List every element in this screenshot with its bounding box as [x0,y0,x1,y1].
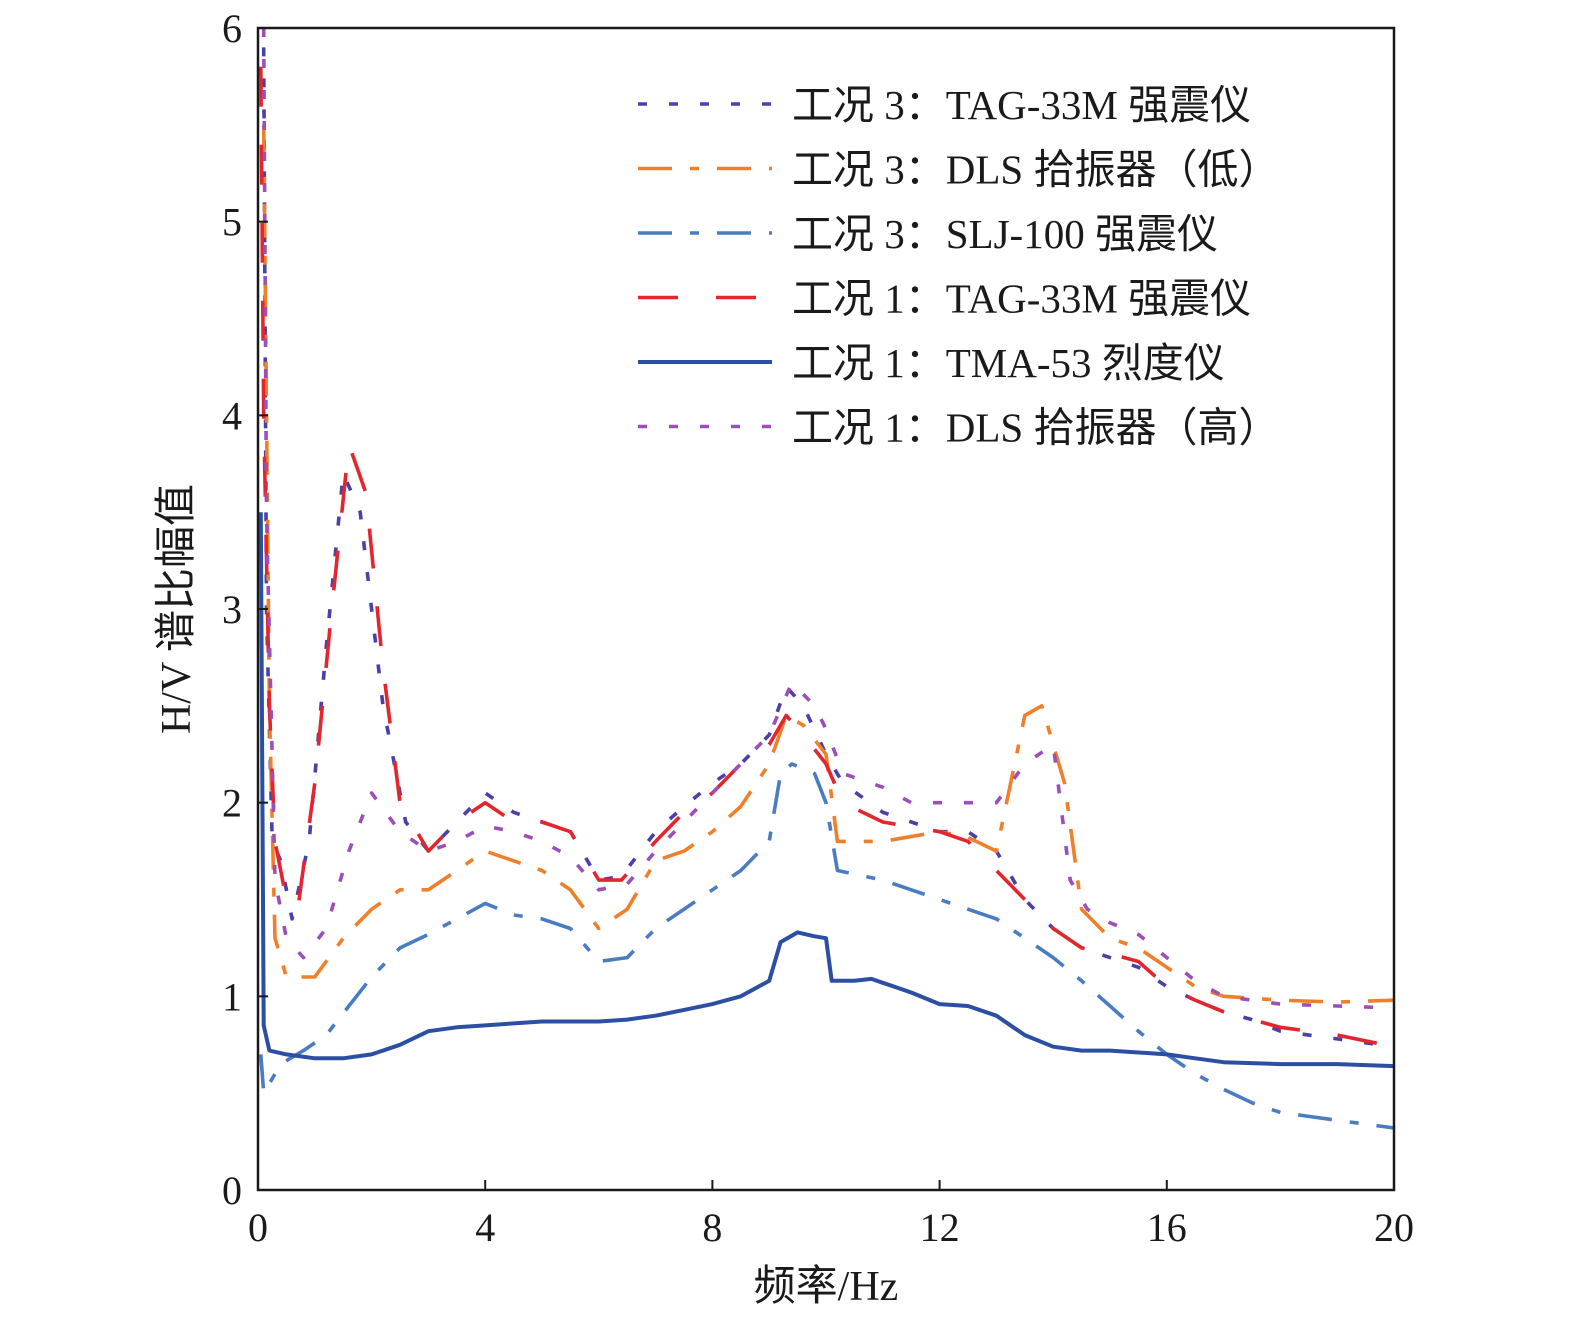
y-tick-label: 2 [222,781,242,826]
y-axis: 0 1 2 3 4 5 6 [222,6,268,1213]
x-tick-label: 8 [702,1205,722,1250]
y-tick-label: 6 [222,6,242,51]
y-tick-label: 5 [222,200,242,245]
legend-label-4: 工况 1：TAG-33M 强震仪 [792,276,1251,322]
x-axis: 0 4 8 12 16 20 [248,1180,1414,1250]
series-line-2 [261,124,1394,1004]
legend-label-5: 工况 1：TMA-53 烈度仪 [792,340,1225,386]
legend-label-1: 工况 3：TAG-33M 强震仪 [792,82,1251,128]
x-tick-label: 4 [475,1205,495,1250]
y-axis-title: H/V 谱比幅值 [154,484,200,734]
series-line-1 [261,47,1394,1049]
legend-label-2: 工况 3：DLS 拾振器（低） [792,147,1279,193]
x-tick-label: 12 [920,1205,960,1250]
x-tick-label: 0 [248,1205,268,1250]
y-tick-label: 0 [222,1168,242,1213]
x-tick-label: 20 [1374,1205,1414,1250]
series-layer [258,28,1394,1130]
plot-frame [256,26,1396,1192]
x-tick-label: 16 [1147,1205,1187,1250]
y-tick-label: 3 [222,587,242,632]
legend-label-3: 工况 3：SLJ-100 强震仪 [792,211,1218,257]
legend-label-6: 工况 1：DLS 拾振器（高） [792,405,1279,451]
y-tick-label: 1 [222,974,242,1019]
series-line-3 [259,762,1394,1130]
y-tick-label: 4 [222,393,242,438]
series-line-5 [258,512,1394,1069]
x-axis-title: 频率/Hz [754,1263,899,1310]
